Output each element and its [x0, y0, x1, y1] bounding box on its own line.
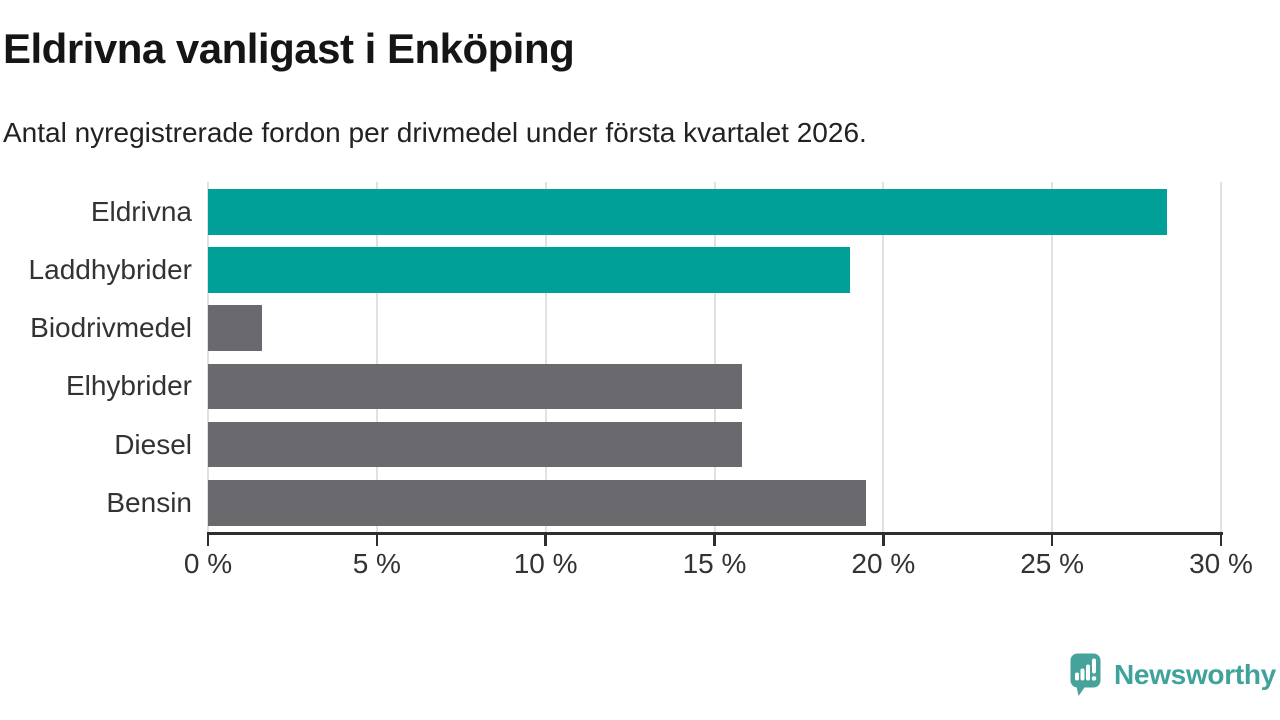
category-label-laddhybrider: Laddhybrider — [28, 253, 192, 285]
gridline — [882, 182, 885, 533]
category-label-diesel: Diesel — [114, 428, 192, 460]
x-axis-tick-label: 20 % — [851, 548, 916, 579]
x-axis-tick-label: 5 % — [352, 548, 401, 579]
bar-biodrivmedel — [208, 305, 263, 351]
bar-bensin — [208, 480, 867, 526]
bar-diesel — [208, 421, 742, 468]
x-axis-tick-label: 15 % — [682, 548, 747, 579]
bar-eldrivna — [208, 189, 1167, 235]
newsworthy-wordmark: Newsworthy — [1114, 658, 1276, 690]
x-axis-tick — [206, 534, 210, 546]
x-axis-tick — [544, 534, 547, 546]
bar-laddhybrider — [208, 247, 850, 293]
x-axis-tick-label: 30 % — [1189, 548, 1253, 579]
gridline — [1051, 182, 1054, 533]
x-axis-tick — [882, 534, 885, 546]
logo-bar-large — [1086, 664, 1090, 681]
category-label-eldrivna: Eldrivna — [90, 195, 192, 227]
bar-elhybrider — [208, 363, 742, 410]
category-label-bensin: Bensin — [106, 486, 192, 518]
gridline — [713, 182, 716, 533]
x-axis-tick-label: 10 % — [513, 548, 578, 579]
logo-bar-small — [1075, 672, 1079, 681]
logo-exclamation-bar — [1092, 658, 1096, 674]
category-label-elhybrider: Elhybrider — [65, 370, 192, 402]
newsworthy-icon — [1070, 653, 1101, 696]
x-axis-tick-label: 0 % — [183, 548, 233, 579]
category-label-biodrivmedel: Biodrivmedel — [30, 312, 192, 344]
newsworthy-logo: Newsworthy — [1070, 653, 1276, 696]
x-axis-tick-label: 25 % — [1020, 548, 1085, 579]
chart-title: Eldrivna vanligast i Enköping — [3, 25, 575, 72]
x-axis-tick — [1219, 534, 1223, 546]
logo-bar-medium — [1080, 668, 1085, 681]
logo-exclamation-dot — [1091, 676, 1097, 681]
gridline — [1220, 182, 1222, 533]
chart-subtitle: Antal nyregistrerade fordon per drivmede… — [3, 117, 867, 148]
gridline — [375, 182, 378, 533]
gridline — [207, 182, 209, 533]
x-axis-tick — [375, 534, 379, 546]
x-axis-tick — [1050, 534, 1054, 546]
x-axis-tick — [713, 534, 716, 546]
gridline — [544, 182, 547, 533]
x-axis-line — [206, 532, 1223, 535]
